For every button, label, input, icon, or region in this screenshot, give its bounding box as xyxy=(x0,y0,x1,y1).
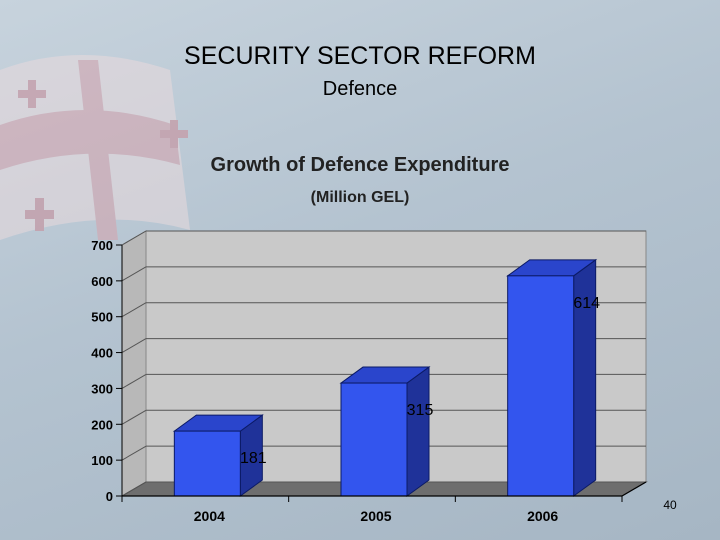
gridline-side xyxy=(121,302,147,318)
y-tick-label: 400 xyxy=(91,346,113,361)
bar xyxy=(340,382,408,497)
gridline-side xyxy=(121,373,147,389)
y-tick-label: 500 xyxy=(91,310,113,325)
gridline-side xyxy=(121,230,147,246)
x-tick-label: 2006 xyxy=(527,508,558,524)
gridline-side xyxy=(121,409,147,425)
data-label: 181 xyxy=(240,450,267,467)
data-label: 614 xyxy=(573,295,600,312)
y-tick-label: 0 xyxy=(106,489,113,504)
page-number: 40 xyxy=(663,498,677,512)
data-label: 315 xyxy=(407,402,434,419)
gridline-side xyxy=(121,266,147,282)
x-tick-label: 2005 xyxy=(360,508,391,524)
y-tick-label: 700 xyxy=(91,238,113,253)
bar xyxy=(173,430,241,497)
slide-title: SECURITY SECTOR REFORM xyxy=(184,42,536,70)
gridline-side xyxy=(121,338,147,354)
gridline-side xyxy=(121,445,147,461)
slide-subtitle: Defence xyxy=(322,78,398,100)
y-tick-label: 600 xyxy=(91,274,113,289)
bar-side xyxy=(406,366,430,497)
y-tick-label: 300 xyxy=(91,381,113,396)
gridline-side xyxy=(121,481,147,497)
y-tick-label: 100 xyxy=(91,453,113,468)
plot-side-wall xyxy=(121,230,147,497)
chart-unit-label: (Million GEL) xyxy=(310,189,410,206)
chart-title: Growth of Defence Expenditure xyxy=(210,154,510,176)
x-tick-label: 2004 xyxy=(194,508,225,524)
bar xyxy=(507,275,575,497)
y-tick-label: 200 xyxy=(91,417,113,432)
x-axis-end xyxy=(621,481,647,497)
